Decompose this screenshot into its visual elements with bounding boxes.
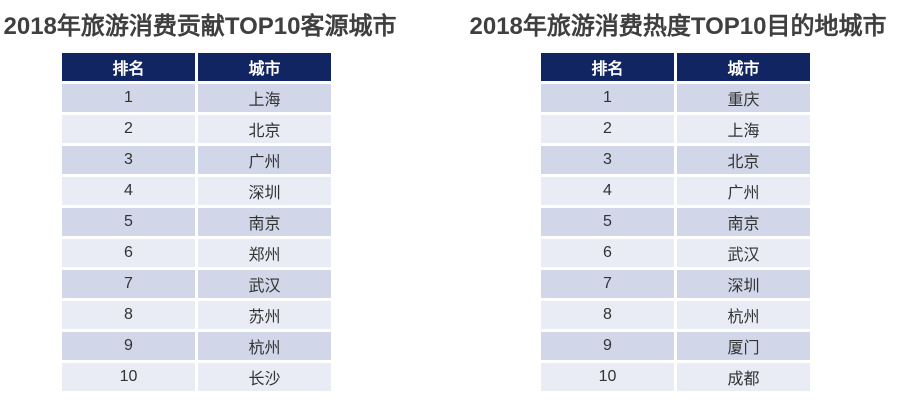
rank-cell: 6 [541, 239, 674, 267]
table-row: 9 厦门 [541, 332, 810, 360]
table-row: 8 杭州 [541, 301, 810, 329]
rank-cell: 3 [62, 146, 195, 174]
table-row: 3 广州 [62, 146, 331, 174]
city-cell: 上海 [198, 84, 331, 112]
city-cell: 南京 [677, 208, 810, 236]
rank-cell: 2 [541, 115, 674, 143]
rank-cell: 1 [541, 84, 674, 112]
city-cell: 杭州 [677, 301, 810, 329]
table-body: 1 重庆 2 上海 3 北京 4 广州 5 南京 6 武汉 7 深圳 8 杭州 9 厦门 10 成都 [541, 84, 810, 391]
rank-table-source-cities: 排名 城市 1 上海 2 北京 3 广州 4 深圳 5 南京 6 郑州 7 武汉 8 苏州 9 杭州 10 长沙 [59, 50, 334, 394]
table-row: 6 武汉 [541, 239, 810, 267]
table-row: 2 北京 [62, 115, 331, 143]
city-cell: 武汉 [198, 270, 331, 298]
rank-cell: 5 [541, 208, 674, 236]
rank-cell: 2 [62, 115, 195, 143]
table-row: 7 武汉 [62, 270, 331, 298]
rank-cell: 10 [62, 363, 195, 391]
city-cell: 深圳 [677, 270, 810, 298]
table-row: 3 北京 [541, 146, 810, 174]
city-cell: 广州 [677, 177, 810, 205]
table-body: 1 上海 2 北京 3 广州 4 深圳 5 南京 6 郑州 7 武汉 8 苏州 9 杭州 10 长沙 [62, 84, 331, 391]
rank-cell: 8 [62, 301, 195, 329]
table-row: 5 南京 [62, 208, 331, 236]
rank-cell: 10 [541, 363, 674, 391]
table-row: 10 成都 [541, 363, 810, 391]
city-cell: 郑州 [198, 239, 331, 267]
city-cell: 广州 [198, 146, 331, 174]
table-header: 排名 城市 [62, 53, 331, 81]
rank-cell: 3 [541, 146, 674, 174]
rank-cell: 4 [62, 177, 195, 205]
rank-cell: 1 [62, 84, 195, 112]
rank-cell: 9 [62, 332, 195, 360]
table-row: 4 深圳 [62, 177, 331, 205]
table-row: 7 深圳 [541, 270, 810, 298]
table-row: 1 上海 [62, 84, 331, 112]
table-row: 1 重庆 [541, 84, 810, 112]
city-cell: 上海 [677, 115, 810, 143]
city-header-cell: 城市 [198, 53, 331, 81]
city-cell: 北京 [677, 146, 810, 174]
rank-header-cell: 排名 [62, 53, 195, 81]
rank-cell: 7 [62, 270, 195, 298]
rank-cell: 4 [541, 177, 674, 205]
table-row: 6 郑州 [62, 239, 331, 267]
rank-header-cell: 排名 [541, 53, 674, 81]
table-row: 4 广州 [541, 177, 810, 205]
table-row: 5 南京 [541, 208, 810, 236]
header-row: 排名 城市 [541, 53, 810, 81]
city-header-cell: 城市 [677, 53, 810, 81]
city-cell: 南京 [198, 208, 331, 236]
city-cell: 武汉 [677, 239, 810, 267]
header-row: 排名 城市 [62, 53, 331, 81]
city-cell: 长沙 [198, 363, 331, 391]
table-title-destination-cities: 2018年旅游消费热度TOP10目的地城市 [469, 13, 887, 40]
rank-table-destination-cities: 排名 城市 1 重庆 2 上海 3 北京 4 广州 5 南京 6 武汉 7 深圳 8 杭州 9 厦门 10 成都 [538, 50, 813, 394]
rank-cell: 9 [541, 332, 674, 360]
table-row: 8 苏州 [62, 301, 331, 329]
city-cell: 厦门 [677, 332, 810, 360]
city-cell: 苏州 [198, 301, 331, 329]
city-cell: 深圳 [198, 177, 331, 205]
rank-cell: 5 [62, 208, 195, 236]
city-cell: 重庆 [677, 84, 810, 112]
table-row: 9 杭州 [62, 332, 331, 360]
rank-cell: 6 [62, 239, 195, 267]
city-cell: 成都 [677, 363, 810, 391]
table-title-source-cities: 2018年旅游消费贡献TOP10客源城市 [3, 13, 397, 40]
rank-cell: 8 [541, 301, 674, 329]
table-row: 10 长沙 [62, 363, 331, 391]
city-cell: 杭州 [198, 332, 331, 360]
rank-cell: 7 [541, 270, 674, 298]
city-cell: 北京 [198, 115, 331, 143]
table-row: 2 上海 [541, 115, 810, 143]
table-header: 排名 城市 [541, 53, 810, 81]
